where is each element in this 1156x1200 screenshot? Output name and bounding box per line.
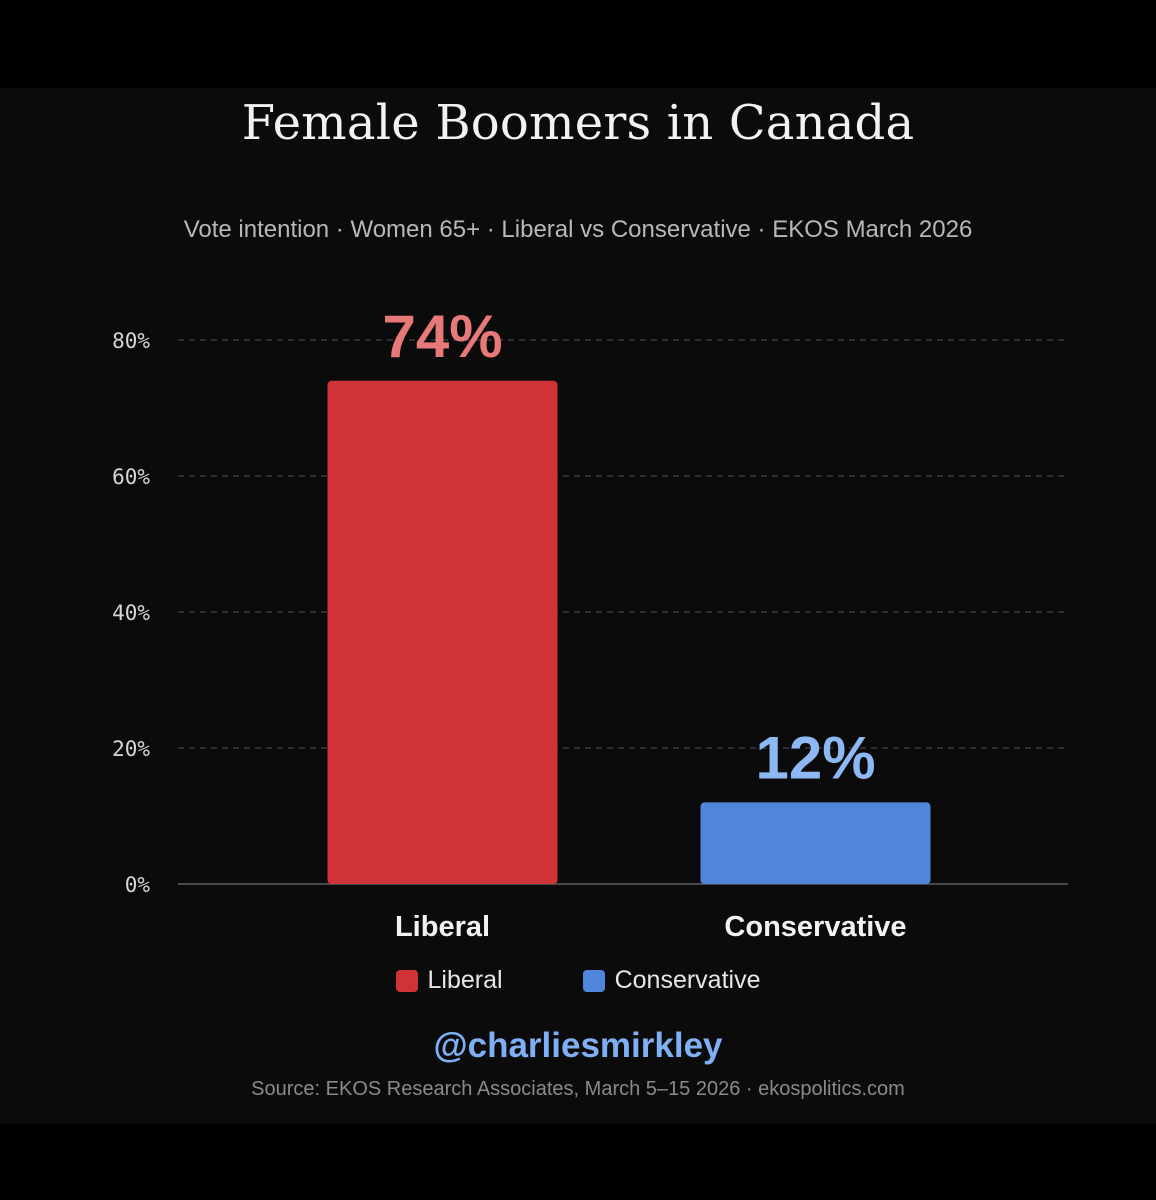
category-labels: Liberal Conservative <box>395 911 907 943</box>
category-label-conservative: Conservative <box>724 911 906 943</box>
legend: Liberal Conservative <box>0 966 1156 995</box>
y-tick-label: 60% <box>112 465 150 489</box>
data-label-conservative: 12% <box>755 724 875 791</box>
chart-panel <box>0 88 1156 1124</box>
category-label-liberal: Liberal <box>395 911 490 943</box>
legend-label-liberal: Liberal <box>427 966 503 994</box>
legend-item-conservative: Conservative <box>582 966 761 995</box>
bar-conservative <box>700 802 931 884</box>
y-tick-label: 20% <box>112 737 150 761</box>
y-tick-label: 80% <box>112 329 150 353</box>
data-label-liberal: 74% <box>382 303 502 370</box>
chart-subtitle: Vote intention · Women 65+ · Liberal vs … <box>183 216 973 243</box>
legend-label-conservative: Conservative <box>614 966 761 994</box>
gridlines <box>178 339 1068 749</box>
y-tick-label: 0% <box>125 873 151 897</box>
y-axis-ticks: 0% 20% 40% 60% 80% <box>112 329 150 897</box>
source-note: Source: EKOS Research Associates, March … <box>251 1078 905 1100</box>
data-labels: 74% 12% <box>382 303 875 792</box>
bars <box>327 380 931 884</box>
chart-title: Female Boomers in Canada <box>241 95 915 151</box>
bar-liberal <box>327 380 558 884</box>
legend-swatch-liberal <box>395 969 418 992</box>
legend-item-liberal: Liberal <box>395 966 503 995</box>
legend-swatch-conservative <box>582 969 605 992</box>
author-handle: @charliesmirkley <box>433 1026 723 1065</box>
y-tick-label: 40% <box>112 601 150 625</box>
